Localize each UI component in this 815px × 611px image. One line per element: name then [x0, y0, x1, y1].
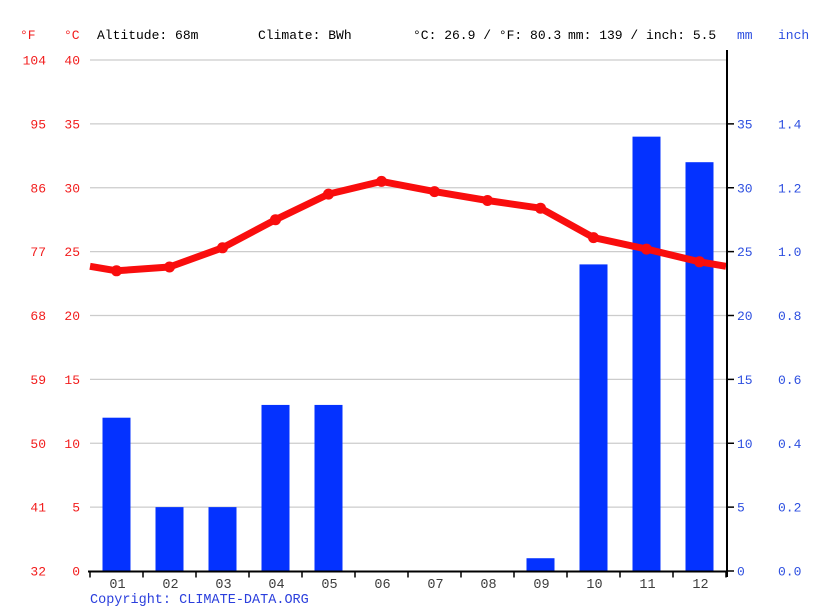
label-fahrenheit-95: 95	[30, 117, 46, 132]
temperature-point-06	[376, 175, 387, 187]
bar-month-10	[579, 264, 608, 571]
mm-axis-title: mm	[737, 28, 753, 43]
copyright-prefix: Copyright:	[90, 593, 180, 608]
label-month-04: 04	[268, 578, 284, 593]
label-fahrenheit-77: 77	[30, 245, 46, 260]
label-fahrenheit-59: 59	[30, 373, 46, 388]
temperature-point-10	[588, 232, 599, 244]
bar-month-11	[632, 136, 661, 571]
label-month-11: 11	[639, 578, 655, 593]
temperature-point-03	[217, 242, 228, 254]
label-fahrenheit-41: 41	[30, 501, 46, 516]
label-celsius-5: 5	[72, 501, 80, 516]
label-mm-15: 15	[737, 373, 753, 388]
avg-temperature-label: °C: 26.9 / °F: 80.3	[413, 28, 562, 43]
label-mm-35: 35	[737, 117, 753, 132]
label-mm-25: 25	[737, 245, 753, 260]
label-month-05: 05	[321, 578, 337, 593]
label-celsius-15: 15	[64, 373, 80, 388]
label-celsius-20: 20	[64, 309, 80, 324]
bar-month-02	[155, 507, 184, 571]
temperature-point-07	[429, 186, 440, 198]
temperature-point-11	[641, 243, 652, 255]
label-celsius-35: 35	[64, 117, 80, 132]
label-inch-1.4: 1.4	[778, 117, 802, 132]
temperature-point-12	[694, 256, 705, 268]
label-inch-0.8: 0.8	[778, 309, 801, 324]
label-fahrenheit-86: 86	[30, 181, 46, 196]
temperature-point-05	[323, 188, 334, 200]
label-inch-1.2: 1.2	[778, 181, 801, 196]
temperature-point-02	[164, 261, 175, 273]
label-mm-20: 20	[737, 309, 753, 324]
label-celsius-30: 30	[64, 181, 80, 196]
label-month-02: 02	[162, 578, 178, 593]
label-inch-0.0: 0.0	[778, 565, 801, 580]
label-month-09: 09	[533, 578, 549, 593]
label-inch-1.0: 1.0	[778, 245, 801, 260]
altitude-label: Altitude: 68m	[97, 28, 199, 43]
label-month-07: 07	[427, 578, 443, 593]
temperature-point-01	[111, 265, 122, 277]
label-mm-30: 30	[737, 181, 753, 196]
bar-month-05	[314, 404, 343, 571]
label-mm-10: 10	[737, 437, 753, 452]
label-inch-0.4: 0.4	[778, 437, 802, 452]
copyright-link[interactable]: CLIMATE-DATA.ORG	[179, 593, 309, 608]
label-celsius-40: 40	[64, 54, 80, 69]
temperature-point-08	[482, 195, 493, 206]
fahrenheit-axis-title: °F	[20, 28, 36, 43]
bar-month-09	[526, 558, 555, 571]
label-fahrenheit-68: 68	[30, 309, 46, 324]
label-celsius-0: 0	[72, 565, 80, 580]
label-fahrenheit-104: 104	[23, 54, 47, 69]
total-precip-label: mm: 139 / inch: 5.5	[568, 28, 717, 43]
label-month-03: 03	[215, 578, 231, 593]
inch-axis-title: inch	[778, 28, 810, 43]
label-month-10: 10	[586, 578, 602, 593]
bar-month-03	[208, 507, 237, 571]
label-celsius-25: 25	[64, 245, 80, 260]
label-fahrenheit-50: 50	[30, 437, 46, 452]
celsius-axis-title: °C	[64, 28, 80, 43]
label-celsius-10: 10	[64, 437, 80, 452]
temperature-point-09	[535, 202, 546, 214]
climate-class-label: Climate: BWh	[258, 28, 352, 43]
label-mm-5: 5	[737, 501, 745, 516]
label-inch-0.2: 0.2	[778, 501, 801, 516]
label-month-08: 08	[480, 578, 496, 593]
label-mm-0: 0	[737, 565, 745, 580]
bar-month-04	[261, 404, 290, 571]
label-month-12: 12	[692, 578, 708, 593]
temperature-line	[89, 177, 727, 275]
copyright-line: Copyright: CLIMATE-DATA.ORG	[90, 593, 309, 608]
bar-month-01	[102, 417, 131, 571]
label-inch-0.6: 0.6	[778, 373, 801, 388]
bar-month-12	[685, 162, 714, 571]
label-fahrenheit-32: 32	[30, 565, 46, 580]
label-month-06: 06	[374, 578, 390, 593]
label-month-01: 01	[109, 578, 125, 593]
temperature-point-04	[270, 214, 281, 226]
